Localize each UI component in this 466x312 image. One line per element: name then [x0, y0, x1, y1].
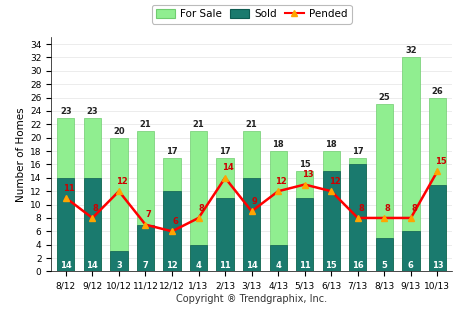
Bar — [402, 231, 419, 271]
Text: 12: 12 — [329, 177, 340, 186]
Bar — [349, 164, 366, 271]
Pended — [116, 189, 122, 193]
Pended — [408, 216, 414, 220]
Bar — [190, 245, 207, 271]
Text: 8: 8 — [93, 204, 98, 212]
Text: 9: 9 — [252, 197, 258, 206]
Text: 8: 8 — [358, 204, 364, 212]
Text: 7: 7 — [143, 261, 148, 270]
Text: 21: 21 — [140, 120, 151, 129]
Bar — [429, 98, 446, 271]
Text: 15: 15 — [435, 157, 446, 166]
Text: 7: 7 — [146, 210, 151, 219]
Pended — [382, 216, 387, 220]
Text: 20: 20 — [113, 127, 125, 136]
Pended — [302, 183, 308, 186]
Text: 5: 5 — [381, 261, 387, 270]
Text: 8: 8 — [199, 204, 205, 212]
Text: 11: 11 — [299, 261, 311, 270]
Bar — [164, 158, 181, 271]
Pended — [435, 169, 440, 173]
Text: 16: 16 — [352, 261, 363, 270]
Bar — [217, 198, 234, 271]
Text: 15: 15 — [325, 261, 337, 270]
Bar — [110, 251, 128, 271]
Text: 17: 17 — [352, 147, 363, 156]
Pended — [63, 196, 69, 200]
Text: 6: 6 — [172, 217, 178, 226]
Y-axis label: Number of Homes: Number of Homes — [16, 107, 26, 202]
Bar — [217, 158, 234, 271]
Text: 8: 8 — [411, 204, 417, 212]
Bar — [402, 57, 419, 271]
Pended — [89, 216, 95, 220]
Text: 23: 23 — [60, 107, 72, 116]
Text: 21: 21 — [192, 120, 205, 129]
Text: 8: 8 — [384, 204, 391, 212]
Bar — [110, 138, 128, 271]
Bar — [296, 171, 313, 271]
Bar — [322, 171, 340, 271]
Text: 23: 23 — [87, 107, 98, 116]
Bar — [322, 151, 340, 271]
Text: 14: 14 — [87, 261, 98, 270]
Text: 17: 17 — [219, 147, 231, 156]
Pended — [329, 189, 334, 193]
Bar — [243, 178, 260, 271]
Text: 12: 12 — [275, 177, 287, 186]
Text: 13: 13 — [302, 170, 314, 179]
X-axis label: Copyright ® Trendgraphix, Inc.: Copyright ® Trendgraphix, Inc. — [176, 294, 327, 304]
Text: 25: 25 — [378, 93, 390, 102]
Text: 13: 13 — [432, 261, 443, 270]
Legend: For Sale, Sold, Pended: For Sale, Sold, Pended — [152, 5, 351, 23]
Text: 12: 12 — [166, 261, 178, 270]
Bar — [243, 131, 260, 271]
Bar — [429, 184, 446, 271]
Pended — [355, 216, 361, 220]
Text: 3: 3 — [116, 261, 122, 270]
Text: 14: 14 — [222, 163, 234, 173]
Bar — [269, 151, 287, 271]
Text: 12: 12 — [116, 177, 128, 186]
Text: 18: 18 — [325, 140, 337, 149]
Text: 32: 32 — [405, 46, 417, 56]
Text: 14: 14 — [60, 261, 72, 270]
Text: 18: 18 — [272, 140, 284, 149]
Bar — [137, 225, 154, 271]
Pended — [222, 176, 228, 180]
Bar — [84, 178, 101, 271]
Bar — [269, 245, 287, 271]
Text: 15: 15 — [299, 160, 311, 169]
Bar — [376, 238, 393, 271]
Bar — [190, 131, 207, 271]
Text: 17: 17 — [166, 147, 178, 156]
Text: 14: 14 — [246, 261, 258, 270]
Text: 26: 26 — [432, 87, 443, 95]
Text: 4: 4 — [196, 261, 201, 270]
Bar — [137, 131, 154, 271]
Text: 21: 21 — [246, 120, 258, 129]
Bar — [57, 178, 75, 271]
Pended — [275, 189, 281, 193]
Text: 6: 6 — [408, 261, 414, 270]
Bar — [84, 118, 101, 271]
Pended — [169, 229, 175, 233]
Bar — [57, 118, 75, 271]
Bar — [296, 198, 313, 271]
Pended — [196, 216, 201, 220]
Pended — [143, 223, 148, 227]
Bar — [164, 191, 181, 271]
Line: Pended: Pended — [63, 168, 440, 234]
Text: 4: 4 — [275, 261, 281, 270]
Text: 11: 11 — [219, 261, 231, 270]
Bar — [376, 104, 393, 271]
Pended — [249, 209, 254, 213]
Bar — [349, 158, 366, 271]
Text: 11: 11 — [63, 183, 75, 193]
